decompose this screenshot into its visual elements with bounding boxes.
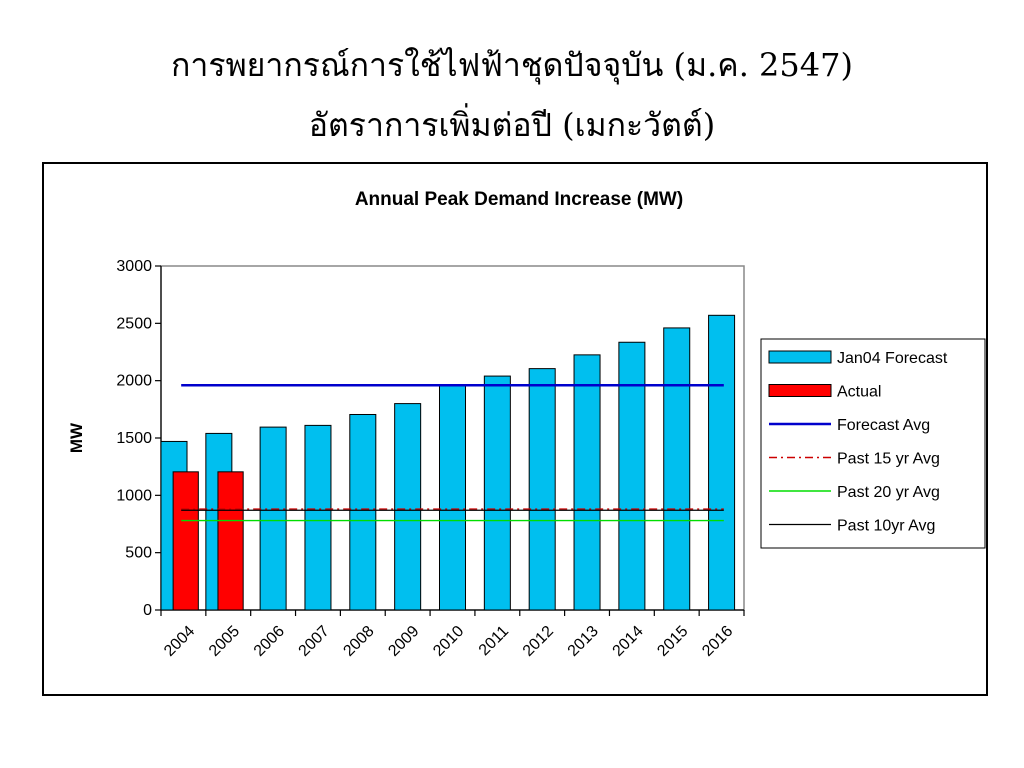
legend-label: Past 10yr Avg xyxy=(837,518,935,535)
legend-label: Forecast Avg xyxy=(837,417,930,434)
x-tick-label: 2011 xyxy=(476,623,512,659)
legend-label: Jan04 Forecast xyxy=(837,350,948,367)
chart-svg: Annual Peak Demand Increase (MW) 0 500 100… xyxy=(67,189,986,660)
slide-title-line1: การพยากรณ์การใช้ไฟฟ้าชุดปัจจุบัน (ม.ค. 2… xyxy=(171,46,853,84)
y-axis-label: MW xyxy=(67,422,86,453)
bar-forecast-2013 xyxy=(573,354,601,611)
legend-label: Past 15 yr Avg xyxy=(837,451,940,468)
bar-actual-2004 xyxy=(172,471,199,611)
x-tick-label: 2009 xyxy=(385,623,422,660)
x-tick-label: 2010 xyxy=(430,623,467,660)
y-tick-label: 2000 xyxy=(116,373,152,390)
x-tick-label: 2005 xyxy=(206,623,243,660)
bar-forecast-2006 xyxy=(259,426,287,611)
bar-forecast-2007 xyxy=(304,424,332,611)
bar-forecast-2008 xyxy=(349,413,377,611)
bar-forecast-2011 xyxy=(483,375,511,611)
legend-label: Past 20 yr Avg xyxy=(837,484,940,501)
x-tick-label: 2004 xyxy=(161,623,198,660)
y-tick-label: 0 xyxy=(143,602,152,619)
x-tick-label: 2014 xyxy=(610,623,647,660)
legend: Jan04 Forecast Actual Forecast Avg Past 15 … xyxy=(760,338,986,549)
x-tick-label: 2013 xyxy=(565,623,602,660)
x-tick-label: 2012 xyxy=(520,623,557,660)
x-tick-label: 2015 xyxy=(654,623,691,660)
legend-swatch xyxy=(768,350,832,364)
y-tick-label: 3000 xyxy=(116,258,152,275)
bar-forecast-2015 xyxy=(663,327,691,611)
y-tick-label: 2500 xyxy=(116,315,152,332)
slide-title-line2: อัตราการเพิ่มต่อปี (เมกะวัตต์) xyxy=(308,106,716,144)
legend-box xyxy=(760,338,986,549)
x-tick-label: 2016 xyxy=(699,623,736,660)
chart-title: Annual Peak Demand Increase (MW) xyxy=(355,189,683,210)
legend-label: Actual xyxy=(837,384,881,401)
y-tick-label: 1000 xyxy=(116,487,152,504)
x-tick-label: 2007 xyxy=(296,623,333,660)
bar-actual-2005 xyxy=(217,471,244,611)
chart-frame: Annual Peak Demand Increase (MW) 0 500 100… xyxy=(42,162,988,696)
bar-forecast-2012 xyxy=(528,368,556,611)
x-tick-label: 2006 xyxy=(251,623,288,660)
bar-forecast-2009 xyxy=(394,403,422,611)
y-tick-label: 500 xyxy=(125,545,152,562)
x-tick-label: 2008 xyxy=(340,623,377,660)
bar-forecast-2016 xyxy=(708,314,736,611)
y-tick-label: 1500 xyxy=(116,430,152,447)
legend-swatch xyxy=(768,384,832,397)
bar-forecast-2014 xyxy=(618,341,646,611)
bar-forecast-2010 xyxy=(438,384,467,611)
